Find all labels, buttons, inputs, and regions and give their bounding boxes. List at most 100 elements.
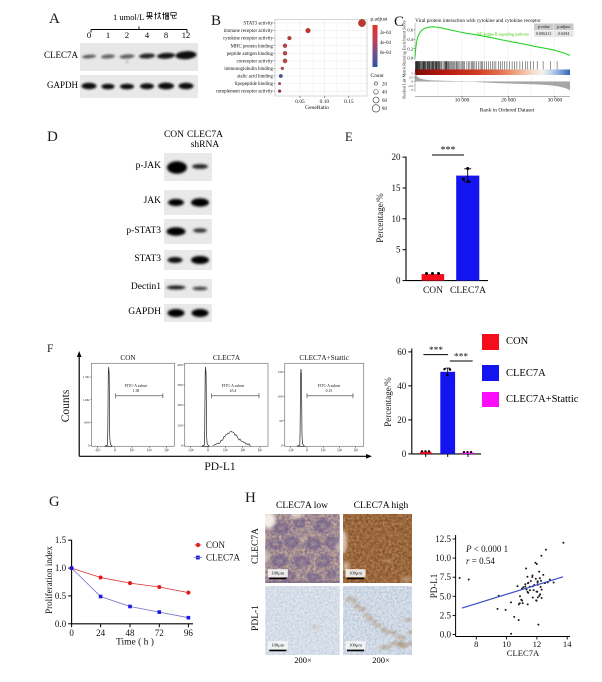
svg-text:Percentage/%: Percentage/% (375, 193, 385, 243)
svg-text:PD-L1: PD-L1 (429, 574, 439, 599)
svg-text:72: 72 (155, 628, 164, 638)
svg-text:CLEC7A: CLEC7A (450, 286, 486, 296)
svg-text:5: 5 (396, 245, 401, 255)
svg-text:NF-kappa B signaling pathway: NF-kappa B signaling pathway (477, 32, 530, 37)
svg-text:12: 12 (533, 639, 542, 649)
svg-text:50: 50 (279, 419, 283, 423)
svg-text:5: 5 (411, 72, 413, 76)
svg-text:45.4: 45.4 (230, 389, 237, 393)
svg-text:CLEC7A: CLEC7A (206, 553, 241, 563)
svg-text:40: 40 (382, 91, 387, 96)
svg-text:1.5K: 1.5K (83, 375, 90, 379)
svg-text:0: 0 (181, 443, 183, 447)
svg-text:GeneRatio: GeneRatio (305, 105, 329, 111)
svg-text:7.5: 7.5 (440, 572, 452, 582)
svg-text:100μm: 100μm (271, 643, 284, 648)
svg-text:0.0: 0.0 (55, 619, 67, 629)
svg-text:4e-04: 4e-04 (380, 41, 392, 46)
svg-text:CLEC7A+Stattic: CLEC7A+Stattic (299, 354, 349, 362)
svg-text:0: 0 (207, 449, 209, 453)
svg-text:10³: 10³ (130, 449, 136, 453)
svg-text:immune receptor activity: immune receptor activity (224, 29, 274, 34)
svg-text:***: *** (429, 346, 444, 356)
svg-text:2.5: 2.5 (409, 76, 413, 80)
svg-text:Ranked List Metric: Ranked List Metric (402, 66, 407, 99)
svg-text:Viral protein interaction with: Viral protein interaction with cytokine … (415, 18, 541, 24)
svg-text:20: 20 (397, 415, 407, 425)
svg-text:0: 0 (88, 444, 90, 448)
svg-text:CLEC7A: CLEC7A (213, 354, 241, 362)
svg-text:10⁵: 10⁵ (353, 449, 359, 453)
svg-text:10.0: 10.0 (435, 553, 451, 563)
svg-text:0.5: 0.5 (55, 591, 67, 601)
svg-text:0.0: 0.0 (440, 630, 452, 640)
svg-text:p.adjust: p.adjust (371, 17, 388, 23)
svg-text:CON: CON (120, 354, 136, 362)
svg-text:20: 20 (382, 82, 387, 87)
svg-text:100: 100 (278, 395, 283, 399)
svg-text:20 000: 20 000 (501, 98, 516, 104)
svg-text:FITC-A subset: FITC-A subset (125, 384, 148, 388)
svg-text:0.4: 0.4 (407, 37, 413, 42)
svg-text:48: 48 (126, 628, 136, 638)
svg-text:10⁴: 10⁴ (337, 449, 343, 453)
svg-text:lipopeptide binding: lipopeptide binding (235, 82, 274, 87)
svg-text:40: 40 (397, 381, 407, 391)
svg-text:100: 100 (178, 423, 183, 427)
svg-text:FITC-A subset: FITC-A subset (222, 384, 245, 388)
svg-text:Running Enrichment Score: Running Enrichment Score (402, 20, 407, 66)
svg-text:10: 10 (502, 639, 511, 649)
svg-text:1.5: 1.5 (55, 535, 67, 545)
svg-text:0.006211: 0.006211 (536, 31, 551, 36)
svg-text:cytokine receptor activity: cytokine receptor activity (223, 37, 274, 42)
svg-text:0.15: 0.15 (326, 389, 333, 393)
svg-text:0: 0 (114, 449, 116, 453)
svg-text:-10³: -10³ (288, 449, 295, 453)
svg-text:-5: -5 (410, 88, 413, 92)
svg-text:Counts: Counts (60, 389, 72, 422)
svg-text:60: 60 (382, 99, 387, 104)
svg-text:60: 60 (397, 347, 407, 357)
svg-text:200: 200 (178, 403, 183, 407)
svg-text:Count: Count (371, 73, 385, 79)
svg-text:1.0K: 1.0K (83, 398, 90, 402)
svg-text:2.5: 2.5 (440, 610, 452, 620)
svg-text:10⁵: 10⁵ (258, 449, 264, 453)
svg-text:0: 0 (411, 80, 413, 84)
svg-text:20: 20 (392, 152, 402, 162)
svg-text:Proliferation index: Proliferation index (44, 546, 54, 614)
svg-text:-10³: -10³ (188, 449, 195, 453)
svg-text:***: *** (441, 145, 456, 156)
svg-text:peptide antigen binding: peptide antigen binding (227, 52, 274, 57)
svg-text:***: *** (454, 352, 469, 362)
svg-text:1.38: 1.38 (133, 389, 140, 393)
svg-text:80: 80 (382, 107, 387, 112)
svg-text:CON: CON (206, 540, 226, 550)
svg-text:r = 0.54: r = 0.54 (466, 556, 495, 566)
svg-text:FITC-A subset: FITC-A subset (318, 384, 341, 388)
svg-text:10 000: 10 000 (455, 98, 470, 104)
svg-text:0.0: 0.0 (407, 56, 413, 61)
svg-text:coreceptor activity: coreceptor activity (236, 60, 273, 65)
svg-text:p.adjust: p.adjust (557, 24, 570, 29)
svg-text:10⁴: 10⁴ (240, 449, 246, 453)
svg-text:0.15: 0.15 (344, 99, 354, 105)
svg-text:1.0: 1.0 (55, 563, 67, 573)
svg-text:0: 0 (306, 449, 308, 453)
svg-text:CON: CON (423, 286, 443, 296)
svg-text:Time ( h ): Time ( h ) (116, 637, 154, 648)
svg-text:PD-L1: PD-L1 (204, 461, 236, 473)
svg-text:10³: 10³ (223, 449, 229, 453)
svg-text:0: 0 (69, 628, 74, 638)
svg-text:0.05: 0.05 (295, 99, 305, 105)
svg-text:300: 300 (178, 383, 183, 387)
svg-text:150: 150 (278, 370, 283, 374)
svg-text:P < 0.000 1: P < 0.000 1 (465, 544, 508, 554)
svg-text:MHC protein binding: MHC protein binding (231, 44, 274, 49)
svg-text:10: 10 (392, 214, 402, 224)
svg-text:complement receptor activity: complement receptor activity (216, 90, 274, 95)
svg-text:400: 400 (178, 363, 183, 367)
svg-text:14: 14 (563, 639, 572, 649)
svg-text:96: 96 (184, 628, 194, 638)
svg-text:10⁴: 10⁴ (147, 449, 153, 453)
